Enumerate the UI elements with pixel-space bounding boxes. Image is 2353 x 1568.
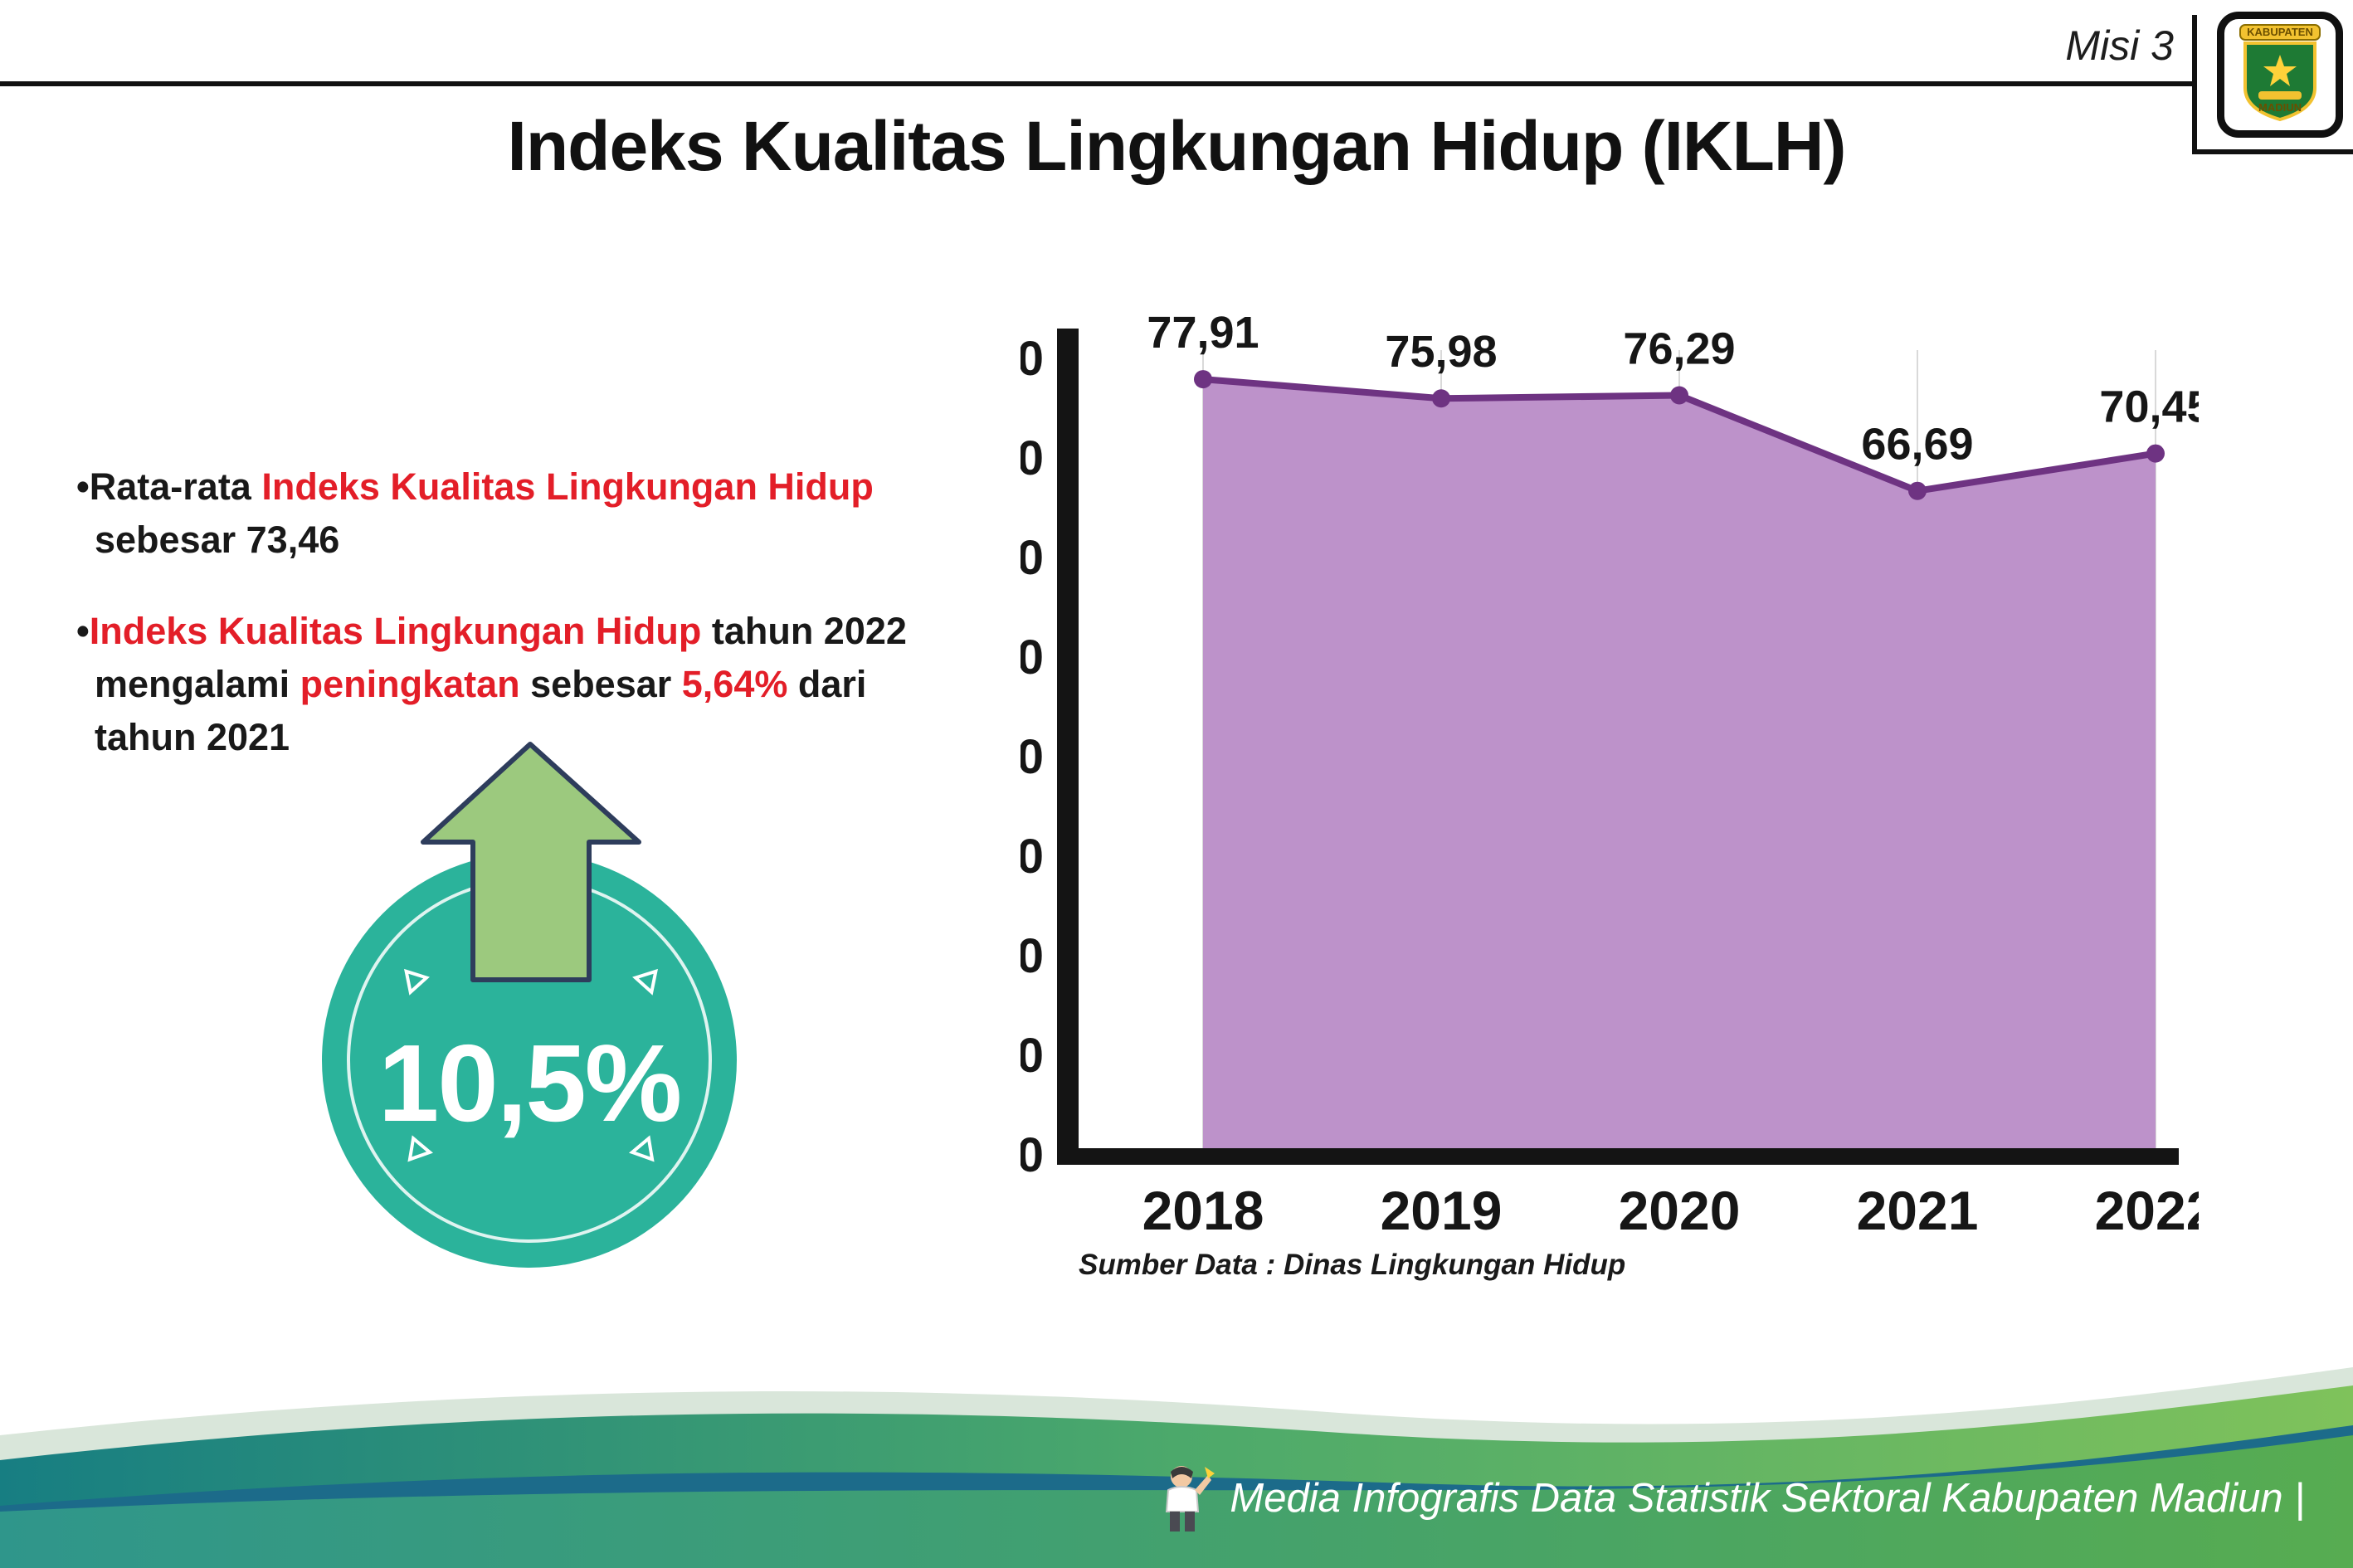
bullet-marker: • xyxy=(76,609,90,652)
logo-text-top: KABUPATEN xyxy=(2247,26,2313,38)
mascot-icon xyxy=(1166,1466,1215,1531)
logo-frame-vertical-line xyxy=(2192,15,2197,154)
y-tick-label: 0 xyxy=(1021,1128,1044,1182)
y-tick-label: 20 xyxy=(1021,929,1044,983)
bullet-text-segment: peningkatan xyxy=(300,662,520,705)
bullet-text-segment: sebesar 73,46 xyxy=(95,518,340,561)
y-axis-bar xyxy=(1057,329,1079,1165)
x-tick-label: 2019 xyxy=(1381,1180,1503,1241)
data-source-note: Sumber Data : Dinas Lingkungan Hidup xyxy=(1079,1249,1626,1281)
value-label: 75,98 xyxy=(1385,327,1497,377)
y-tick-label: 60 xyxy=(1021,531,1044,585)
iklh-chart-svg: 77,91 75,98 76,29 66,69 70,45 0 10 20 30 40 50 60 70… xyxy=(990,308,2216,1241)
bullet-text-segment: 5,64% xyxy=(681,662,788,705)
bullet-item: •Indeks Kualitas Lingkungan Hidup tahun … xyxy=(76,605,972,764)
bullet-text-segment: tahun 2022 mengalami xyxy=(95,609,907,705)
y-tick-label: 10 xyxy=(1021,1029,1044,1083)
bullet-text-segment: sebesar xyxy=(519,662,682,705)
value-label: 77,91 xyxy=(1147,308,1259,358)
badge-tick-triangles-icon xyxy=(404,968,658,1162)
kabupaten-madiun-logo: KABUPATEN MADIUN xyxy=(2217,12,2343,138)
footer-credit-text: Media Infografis Data Statistik Sektoral… xyxy=(1230,1476,2305,1521)
data-point xyxy=(1432,389,1450,408)
bullet-item: •Rata-rata Indeks Kualitas Lingkungan Hi… xyxy=(76,460,972,567)
bullet-text-segment: dari tahun 2021 xyxy=(95,662,867,758)
data-point xyxy=(1908,481,1927,500)
up-arrow-icon xyxy=(421,742,641,982)
x-tick-label: 2021 xyxy=(1857,1180,1979,1241)
area-fill xyxy=(1203,379,2156,1155)
footer-credit: Media Infografis Data Statistik Sektoral… xyxy=(1150,1460,2305,1536)
bullet-text-segment: Indeks Kualitas Lingkungan Hidup xyxy=(89,609,702,652)
data-point xyxy=(2146,444,2165,463)
bullet-text-segment: Rata-rata xyxy=(89,465,262,508)
data-point xyxy=(1194,370,1212,389)
data-point xyxy=(1670,386,1688,405)
misi-label: Misi 3 xyxy=(2065,22,2174,69)
y-tick-label: 40 xyxy=(1021,730,1044,784)
increase-percentage: 10,5% xyxy=(378,1022,682,1144)
y-tick-label: 30 xyxy=(1021,830,1044,884)
y-tick-label: 80 xyxy=(1021,332,1044,386)
iklh-chart: 77,91 75,98 76,29 66,69 70,45 0 10 20 30 40 50 60 70… xyxy=(990,274,2216,1319)
value-label: 70,45 xyxy=(2099,382,2199,432)
bullet-text-segment: Indeks Kualitas Lingkungan Hidup xyxy=(261,465,874,508)
top-divider-line xyxy=(0,81,2197,86)
x-tick-label: 2018 xyxy=(1142,1180,1264,1241)
bullet-list: •Rata-rata Indeks Kualitas Lingkungan Hi… xyxy=(76,460,972,801)
x-axis-bar xyxy=(1057,1148,2179,1165)
x-tick-label: 2022 xyxy=(2095,1180,2199,1241)
page-title: Indeks Kualitas Lingkungan Hidup (IKLH) xyxy=(507,107,1846,185)
logo-frame-horizontal-line xyxy=(2192,149,2353,154)
logo-text-bottom: MADIUN xyxy=(2258,101,2302,114)
value-label: 66,69 xyxy=(1861,420,1973,470)
y-tick-label: 70 xyxy=(1021,431,1044,485)
x-tick-label: 2020 xyxy=(1619,1180,1741,1241)
value-label: 76,29 xyxy=(1623,324,1735,374)
bullet-marker: • xyxy=(76,465,90,508)
y-tick-label: 50 xyxy=(1021,631,1044,684)
kabupaten-madiun-crest-icon: KABUPATEN MADIUN xyxy=(2239,24,2321,122)
